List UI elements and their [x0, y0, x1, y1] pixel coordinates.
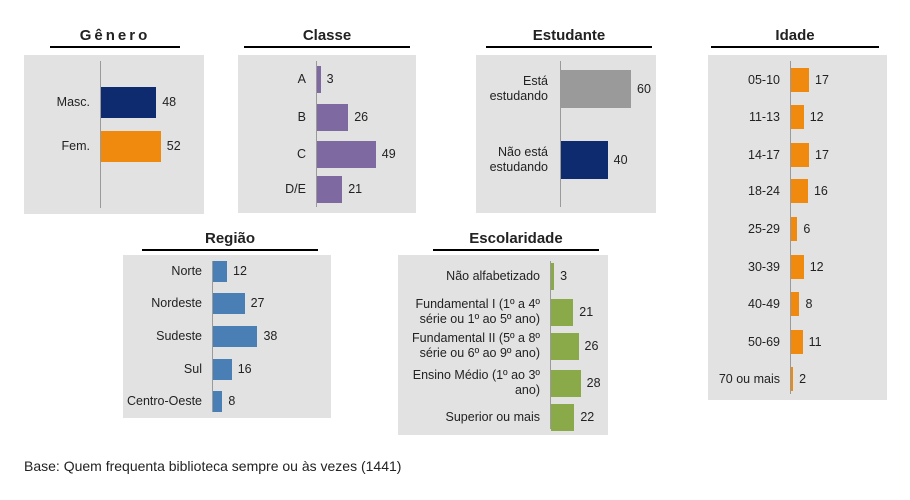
data-label: 48 — [162, 94, 177, 109]
data-label: 8 — [228, 393, 236, 408]
data-label: 21 — [579, 304, 594, 319]
data-label: 26 — [354, 109, 369, 124]
category-label: Não alfabetizado — [446, 268, 540, 283]
category-label: Não está estudando — [489, 145, 548, 174]
bar-idade — [791, 367, 794, 391]
category-label: Fundamental II (5º a 8º série ou 6º ao 9… — [412, 331, 540, 360]
bar-idade — [791, 330, 803, 354]
data-label: 6 — [803, 221, 811, 236]
bar-classe — [317, 140, 376, 168]
bar-idade — [791, 143, 810, 167]
chart-axis-regiao — [212, 261, 213, 412]
category-label: 18-24 — [748, 183, 780, 198]
bar-regiao — [213, 358, 232, 380]
category-label: 05-10 — [748, 72, 780, 87]
bar-escolaridade — [551, 332, 579, 360]
data-label: 12 — [809, 259, 824, 274]
chart-axis-escolaridade — [550, 261, 551, 429]
chart-title-regiao: Região — [142, 230, 318, 251]
chart-axis-idade — [790, 61, 791, 394]
bar-escolaridade — [551, 403, 575, 431]
data-label: 16 — [237, 361, 252, 376]
category-label: 70 ou mais — [718, 371, 780, 386]
bar-genero — [101, 86, 157, 118]
data-label: 38 — [263, 328, 278, 343]
data-label: 17 — [815, 147, 829, 162]
chart-axis-genero — [100, 61, 101, 208]
data-label: 16 — [813, 183, 828, 198]
data-label: 17 — [815, 72, 829, 87]
bar-idade — [791, 68, 810, 92]
category-label: Ensino Médio (1º ao 3º ano) — [412, 368, 540, 397]
chart-title-classe: Classe — [244, 27, 410, 48]
data-label: 21 — [348, 181, 363, 196]
category-label: D/E — [285, 181, 306, 196]
bar-genero — [101, 130, 161, 162]
bar-regiao — [213, 325, 258, 347]
bar-regiao — [213, 260, 228, 282]
category-label: 11-13 — [748, 109, 780, 124]
bar-idade — [791, 217, 798, 241]
category-label: 25-29 — [748, 221, 780, 236]
data-label: 3 — [560, 268, 568, 283]
bar-classe — [317, 103, 349, 131]
data-label: 12 — [809, 109, 824, 124]
category-label: Centro-Oeste — [126, 393, 202, 408]
data-label: 49 — [381, 146, 396, 161]
bar-regiao — [213, 292, 245, 314]
category-label: A — [297, 71, 306, 86]
bar-idade — [791, 105, 804, 129]
data-label: 11 — [808, 334, 822, 349]
bar-escolaridade — [551, 262, 555, 290]
bar-escolaridade — [551, 369, 581, 397]
data-label: 8 — [805, 296, 813, 311]
category-label: Nordeste — [151, 295, 202, 310]
data-label: 28 — [586, 375, 601, 390]
category-label: Norte — [171, 263, 202, 278]
data-label: 22 — [580, 409, 595, 424]
chart-title-escolaridade: Escolaridade — [433, 230, 599, 251]
data-label: 26 — [584, 338, 599, 353]
bar-idade — [791, 255, 804, 279]
data-label: 12 — [233, 263, 247, 278]
bar-idade — [791, 292, 800, 316]
data-label: 2 — [799, 371, 807, 386]
chart-axis-estudante — [560, 61, 561, 207]
bar-estudante — [561, 141, 608, 179]
bar-classe — [317, 65, 321, 93]
bar-estudante — [561, 70, 632, 108]
category-label: Fem. — [61, 138, 90, 153]
category-label: 30-39 — [748, 259, 780, 274]
bar-regiao — [213, 390, 223, 412]
category-label: Sudeste — [156, 328, 202, 343]
category-label: 40-49 — [748, 296, 780, 311]
category-label: Superior ou mais — [445, 409, 541, 424]
category-label: B — [297, 109, 306, 124]
bar-idade — [791, 179, 808, 203]
chart-title-estudante: Estudante — [486, 27, 652, 48]
category-label: Sul — [183, 361, 202, 376]
footnote: Base: Quem frequenta biblioteca sempre o… — [24, 458, 402, 474]
data-label: 60 — [637, 81, 651, 96]
data-label: 3 — [326, 71, 334, 86]
chart-axis-classe — [316, 61, 317, 207]
category-label: Masc. — [56, 94, 90, 109]
category-label: C — [296, 146, 306, 161]
chart-title-idade: Idade — [711, 27, 879, 48]
bar-classe — [317, 175, 343, 203]
chart-title-genero: Gênero — [50, 27, 180, 48]
bar-escolaridade — [551, 298, 574, 326]
category-label: 14-17 — [748, 147, 780, 162]
category-label: Fundamental I (1º a 4º série ou 1º ao 5º… — [415, 297, 540, 326]
data-label: 52 — [166, 138, 181, 153]
category-label: Está estudando — [489, 74, 548, 103]
data-label: 40 — [613, 152, 628, 167]
category-label: 50-69 — [748, 334, 780, 349]
data-label: 27 — [250, 295, 265, 310]
